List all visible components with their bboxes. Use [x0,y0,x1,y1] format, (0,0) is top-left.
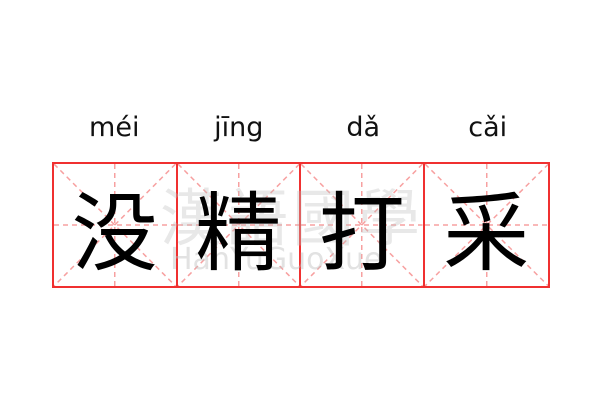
pinyin-3: dǎ [346,112,381,143]
pinyin-1: méi [89,112,140,143]
character-cell: 采 [425,164,549,286]
guide-line [425,164,549,286]
hanzi-3: 打 [318,183,405,284]
guide-lines [301,164,423,286]
guide-line [301,164,423,286]
guide-line [178,164,300,286]
character-cell: 精 [178,164,301,286]
guide-line [54,164,176,286]
guide-lines [425,164,549,286]
hanzi-1: 没 [71,183,158,284]
watermark-chinese: 漢語國學 [160,182,425,255]
guide-line [178,164,300,286]
pinyin-4: cǎi [468,112,508,143]
guide-line [301,164,423,286]
guide-line [54,164,176,286]
hanzi-4: 采 [443,183,530,284]
guide-line [425,164,549,286]
pinyin-2: jīng [214,112,264,143]
hanzi-2: 精 [195,183,282,284]
character-grid: 没 精 打 采 [52,162,550,288]
character-cell: 没 [54,164,178,286]
pinyin-row: méi jīng dǎ cǎi [52,108,550,148]
character-cell: 打 [301,164,425,286]
watermark-latin: HanYuGuoXue [170,242,383,277]
guide-lines [178,164,300,286]
guide-lines [54,164,176,286]
